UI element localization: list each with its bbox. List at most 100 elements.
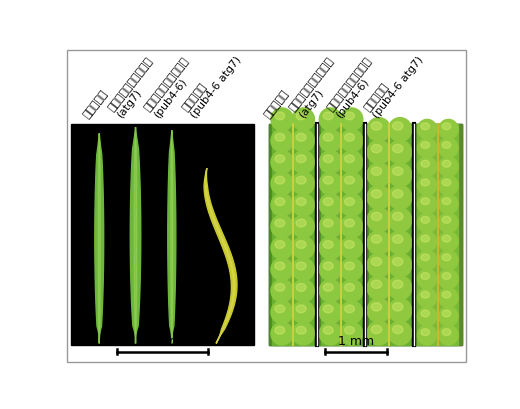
Ellipse shape	[421, 329, 430, 336]
Ellipse shape	[319, 323, 342, 345]
Ellipse shape	[371, 281, 382, 289]
Point	[314, 122, 320, 127]
Text: 二重変異株
(pub4-6 atg7): 二重変異株 (pub4-6 atg7)	[180, 47, 243, 120]
Ellipse shape	[296, 305, 306, 313]
Ellipse shape	[319, 173, 342, 196]
Ellipse shape	[393, 281, 403, 289]
Ellipse shape	[371, 213, 382, 221]
Ellipse shape	[442, 142, 451, 149]
Ellipse shape	[371, 303, 382, 311]
Ellipse shape	[442, 273, 451, 280]
Bar	[268, 125, 317, 345]
Ellipse shape	[418, 270, 437, 289]
Ellipse shape	[421, 236, 430, 243]
Ellipse shape	[344, 262, 355, 270]
Ellipse shape	[442, 124, 451, 130]
Ellipse shape	[275, 220, 285, 227]
Ellipse shape	[421, 180, 430, 187]
Ellipse shape	[319, 216, 342, 238]
Ellipse shape	[323, 177, 333, 185]
Ellipse shape	[292, 237, 315, 260]
Ellipse shape	[292, 130, 315, 153]
Point	[114, 350, 121, 355]
Ellipse shape	[421, 124, 430, 130]
Point	[338, 343, 344, 348]
Ellipse shape	[271, 109, 293, 131]
Ellipse shape	[442, 254, 451, 261]
Ellipse shape	[344, 220, 355, 227]
Ellipse shape	[371, 145, 382, 153]
Ellipse shape	[439, 139, 458, 158]
Ellipse shape	[371, 190, 382, 198]
Ellipse shape	[341, 301, 363, 324]
Ellipse shape	[388, 299, 412, 323]
Ellipse shape	[344, 112, 355, 121]
Text: オートファジー欠損株
(atg7): オートファジー欠損株 (atg7)	[107, 56, 163, 120]
Ellipse shape	[341, 216, 363, 238]
Ellipse shape	[271, 301, 293, 324]
Ellipse shape	[323, 155, 333, 163]
Ellipse shape	[341, 258, 363, 281]
Ellipse shape	[393, 213, 403, 221]
Ellipse shape	[344, 177, 355, 185]
Ellipse shape	[319, 258, 342, 281]
Ellipse shape	[418, 251, 437, 270]
Ellipse shape	[296, 155, 306, 163]
Point	[384, 347, 391, 352]
Ellipse shape	[393, 303, 403, 311]
Ellipse shape	[275, 112, 285, 121]
Polygon shape	[171, 131, 173, 344]
Point	[205, 352, 211, 357]
Ellipse shape	[439, 157, 458, 177]
Bar	[268, 125, 462, 345]
Ellipse shape	[439, 326, 458, 345]
Ellipse shape	[292, 173, 315, 196]
Ellipse shape	[323, 134, 333, 142]
Ellipse shape	[388, 141, 412, 165]
Point	[435, 122, 441, 127]
Ellipse shape	[292, 280, 315, 302]
Ellipse shape	[439, 195, 458, 214]
Ellipse shape	[421, 292, 430, 299]
Text: ユビキチン化の変異株
(pub4-6): ユビキチン化の変異株 (pub4-6)	[325, 56, 382, 120]
Polygon shape	[205, 169, 235, 344]
Ellipse shape	[271, 130, 293, 153]
Ellipse shape	[341, 323, 363, 345]
Ellipse shape	[292, 194, 315, 217]
Ellipse shape	[418, 176, 437, 196]
Point	[322, 347, 328, 352]
Ellipse shape	[341, 280, 363, 302]
Ellipse shape	[442, 217, 451, 224]
Ellipse shape	[296, 134, 306, 142]
Ellipse shape	[393, 326, 403, 334]
Ellipse shape	[418, 213, 437, 233]
Ellipse shape	[271, 237, 293, 260]
Ellipse shape	[296, 177, 306, 185]
Ellipse shape	[388, 231, 412, 255]
Ellipse shape	[367, 321, 391, 345]
Text: 野生型植物: 野生型植物	[263, 88, 291, 120]
Ellipse shape	[296, 112, 306, 121]
Ellipse shape	[323, 284, 333, 292]
Ellipse shape	[371, 235, 382, 244]
Point	[114, 352, 121, 357]
Ellipse shape	[341, 194, 363, 217]
Ellipse shape	[292, 109, 315, 131]
Ellipse shape	[367, 276, 391, 300]
Ellipse shape	[393, 258, 403, 266]
Point	[362, 122, 368, 127]
Bar	[365, 125, 413, 345]
Ellipse shape	[393, 145, 403, 153]
Ellipse shape	[275, 241, 285, 249]
Ellipse shape	[367, 254, 391, 277]
Ellipse shape	[439, 288, 458, 308]
Ellipse shape	[421, 198, 430, 205]
Ellipse shape	[275, 326, 285, 335]
Ellipse shape	[421, 254, 430, 261]
Point	[362, 343, 368, 348]
Ellipse shape	[439, 251, 458, 270]
Ellipse shape	[341, 130, 363, 153]
Bar	[321, 125, 361, 345]
Ellipse shape	[418, 288, 437, 308]
Ellipse shape	[367, 118, 391, 142]
